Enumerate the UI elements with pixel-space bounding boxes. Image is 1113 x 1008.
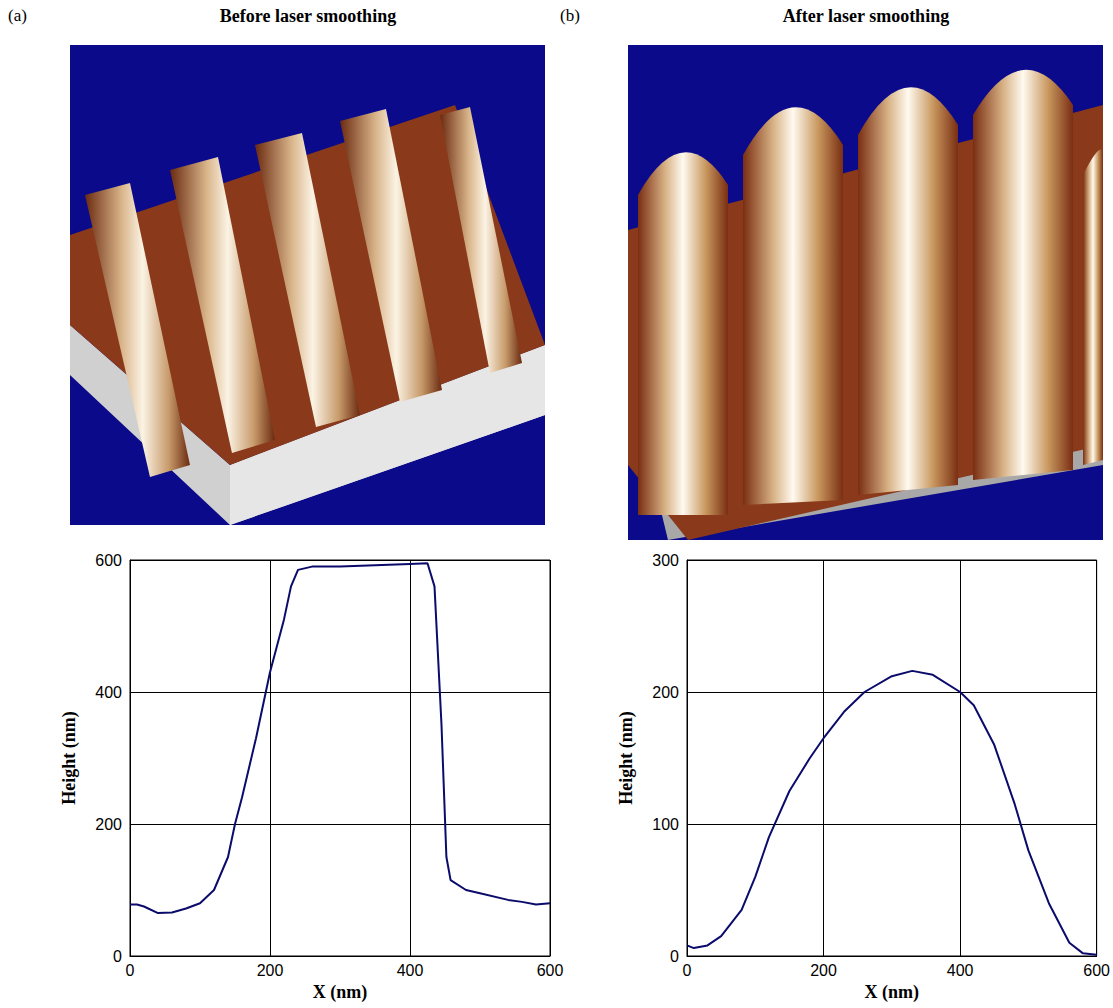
svg-text:200: 200 <box>257 962 284 979</box>
svg-text:200: 200 <box>652 684 679 701</box>
html-text:After laser smoothing: After laser smoothing <box>782 6 950 26</box>
svg-text:Height (nm): Height (nm) <box>59 711 80 805</box>
svg-text:200: 200 <box>95 816 122 833</box>
svg-text:100: 100 <box>652 816 679 833</box>
svg-text:0: 0 <box>683 962 692 979</box>
svg-text:400: 400 <box>397 962 424 979</box>
svg-text:Height (nm): Height (nm) <box>616 711 637 805</box>
svg-text:0: 0 <box>126 962 135 979</box>
svg-text:600: 600 <box>95 552 122 569</box>
svg-text:200: 200 <box>810 962 837 979</box>
svg-text:400: 400 <box>947 962 974 979</box>
html-text:(b): (b) <box>560 6 580 25</box>
svg-text:X (nm): X (nm) <box>865 982 920 1003</box>
svg-text:400: 400 <box>95 684 122 701</box>
svg-text:0: 0 <box>670 948 679 965</box>
svg-text:X (nm): X (nm) <box>313 982 368 1003</box>
html-text:Before laser smoothing: Before laser smoothing <box>219 6 397 26</box>
svg-text:0: 0 <box>113 948 122 965</box>
svg-text:600: 600 <box>1083 962 1110 979</box>
svg-text:600: 600 <box>537 962 564 979</box>
html-text:(a): (a) <box>8 6 27 25</box>
svg-text:300: 300 <box>652 552 679 569</box>
